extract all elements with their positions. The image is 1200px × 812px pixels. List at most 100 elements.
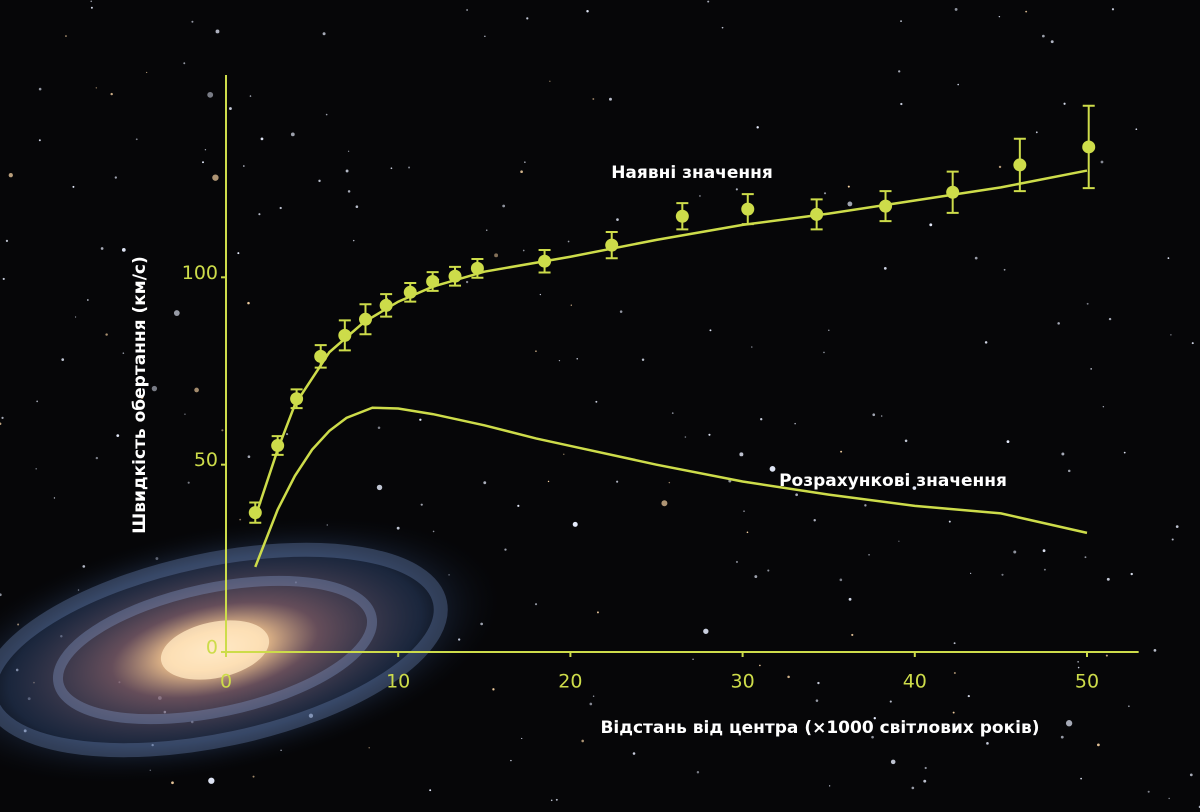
star	[247, 301, 250, 305]
star	[923, 779, 927, 783]
calculated-line	[254, 406, 1088, 568]
star	[953, 671, 956, 675]
star	[228, 107, 232, 110]
star	[589, 702, 593, 706]
data-point	[1013, 158, 1027, 172]
star	[100, 247, 104, 250]
star	[110, 92, 113, 96]
star	[998, 15, 1001, 18]
star	[61, 358, 65, 361]
star	[191, 20, 194, 23]
star	[1153, 649, 1157, 652]
star	[699, 195, 701, 197]
star	[526, 17, 529, 20]
star	[1105, 654, 1108, 657]
star	[558, 359, 561, 362]
data-point	[946, 185, 960, 199]
star	[221, 429, 224, 432]
star	[954, 8, 958, 11]
star	[1080, 777, 1082, 780]
star	[570, 304, 572, 306]
star	[851, 633, 854, 637]
star	[550, 799, 553, 802]
star	[249, 95, 252, 97]
star	[1, 416, 4, 419]
star	[1001, 573, 1004, 576]
data-point	[605, 238, 619, 252]
star	[871, 735, 874, 739]
star	[616, 480, 619, 483]
star	[830, 728, 833, 730]
star	[105, 333, 108, 336]
star	[817, 681, 820, 685]
star	[38, 139, 41, 142]
star	[1147, 790, 1150, 793]
star	[0, 422, 2, 426]
star	[483, 481, 487, 485]
star	[1077, 666, 1080, 669]
star	[873, 717, 876, 720]
star	[1108, 317, 1112, 321]
star	[581, 739, 584, 743]
star	[795, 493, 798, 497]
star	[72, 185, 75, 188]
star	[567, 240, 570, 243]
star	[368, 747, 370, 749]
star	[322, 32, 326, 36]
data-point	[675, 209, 689, 223]
star	[260, 137, 264, 141]
star	[929, 223, 933, 227]
y-tick-label: 100	[182, 262, 218, 284]
star	[1130, 572, 1133, 576]
star	[840, 450, 843, 453]
star	[709, 329, 712, 332]
star	[0, 593, 2, 597]
star	[986, 742, 989, 745]
star	[547, 480, 550, 483]
star	[377, 426, 381, 430]
star	[492, 688, 495, 691]
star	[848, 597, 852, 601]
star	[596, 611, 599, 614]
star	[671, 412, 674, 414]
data-point	[810, 207, 824, 221]
star	[1123, 451, 1126, 454]
star	[1189, 773, 1193, 777]
star	[984, 341, 988, 344]
star	[38, 87, 42, 91]
star	[1111, 8, 1115, 11]
star	[243, 165, 245, 167]
star	[1171, 538, 1174, 541]
star	[208, 777, 215, 784]
star	[912, 486, 917, 490]
star	[746, 531, 749, 534]
data-point	[314, 349, 328, 363]
star	[484, 35, 486, 38]
star	[759, 664, 761, 667]
data-point	[426, 274, 440, 288]
star	[202, 161, 204, 164]
star	[90, 6, 93, 9]
star	[1003, 268, 1006, 271]
star	[1102, 405, 1105, 408]
star	[74, 316, 77, 318]
star	[122, 352, 125, 354]
star	[998, 165, 1002, 169]
star	[696, 771, 700, 774]
star	[502, 204, 506, 208]
star	[279, 206, 282, 210]
star	[1191, 342, 1194, 345]
data-point	[403, 285, 417, 299]
star	[692, 658, 694, 660]
x-tick-label: 20	[558, 671, 582, 693]
star	[1090, 368, 1092, 370]
star	[794, 422, 796, 425]
star	[868, 554, 870, 556]
star	[1042, 549, 1046, 553]
star	[135, 138, 138, 141]
star	[924, 766, 927, 770]
star	[1175, 525, 1179, 528]
star	[1106, 577, 1110, 581]
